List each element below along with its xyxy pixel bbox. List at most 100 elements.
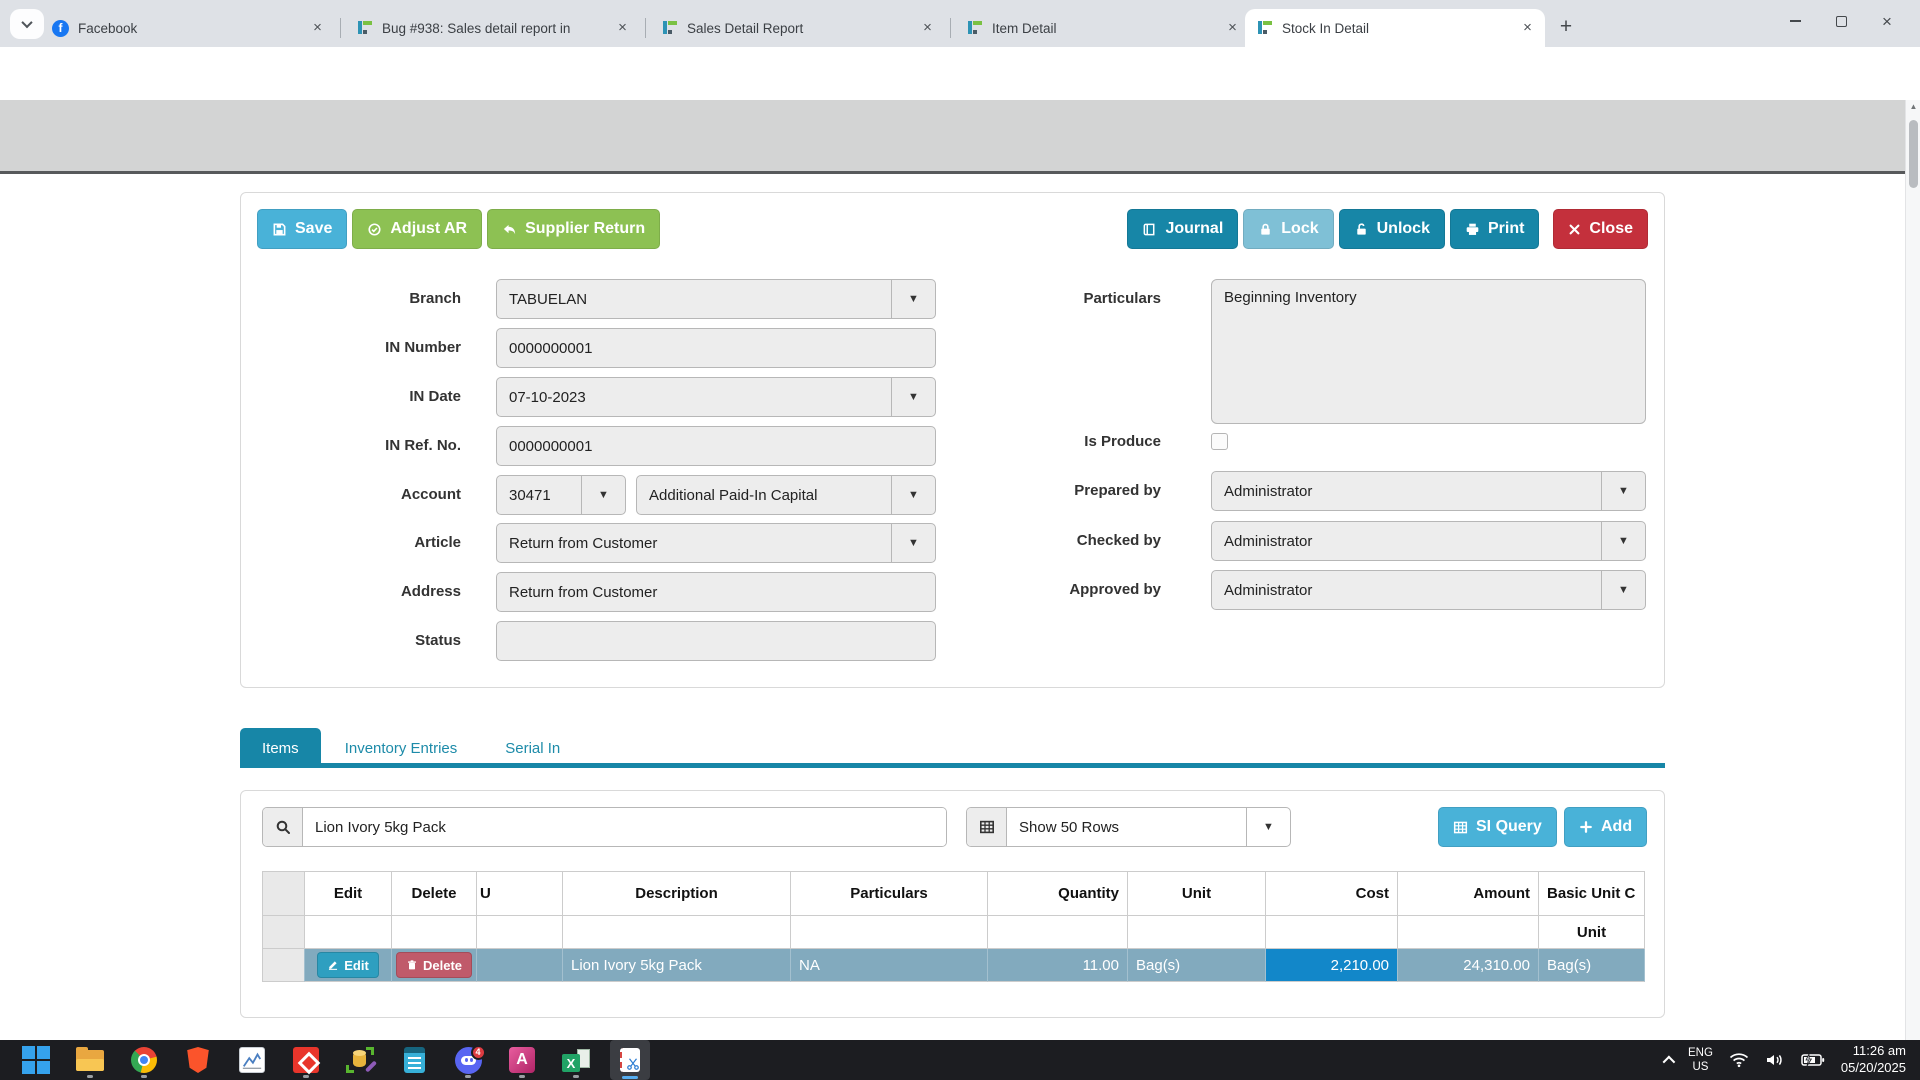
unlock-button[interactable]: Unlock [1338,209,1445,249]
window-minimize-button[interactable] [1772,3,1818,39]
row-edit-button[interactable]: Edit [317,952,379,978]
tab-separator [340,18,341,38]
lock-icon [1258,222,1273,237]
add-button[interactable]: Add [1564,807,1648,847]
language-switcher[interactable]: ENG US [1688,1046,1713,1073]
in-number-field[interactable] [496,328,936,368]
branch-label: Branch [409,290,461,307]
window-close-button[interactable]: × [1864,3,1910,39]
brave-icon [187,1047,209,1073]
particulars-textarea[interactable]: Beginning Inventory [1211,279,1646,424]
account-name-select[interactable]: Additional Paid-In Capital ▼ [636,475,936,515]
cell-basic-unit[interactable]: Bag(s) [1539,949,1645,982]
in-date-select[interactable]: 07-10-2023 ▼ [496,377,936,417]
date: 05/20/2025 [1840,1060,1906,1075]
checked-by-select[interactable]: Administrator ▼ [1211,521,1646,561]
page-scrollbar-thumb[interactable] [1909,120,1918,188]
page-scrollbar[interactable]: ▲ [1905,100,1920,1040]
save-button[interactable]: Save [257,209,348,249]
sql-tools-button[interactable] [340,1040,380,1080]
tab-title: Item Detail [992,20,1057,36]
header-blank [262,871,305,916]
cell-unit[interactable]: Bag(s) [1128,949,1266,982]
status-field[interactable] [496,621,936,661]
speaker-icon[interactable] [1765,1052,1785,1068]
cell-amount[interactable]: 24,310.00 [1398,949,1539,982]
access-icon: A [509,1047,535,1073]
browser-toolbar: ← → ↻ mylora.liteclerk.com/Software/Stoc… [0,47,1920,139]
excel-button[interactable]: X [556,1040,596,1080]
browser-tab-sales-detail-report[interactable]: Sales Detail Report × [650,9,945,47]
print-button[interactable]: Print [1449,209,1540,249]
caret-down-icon: ▼ [1601,522,1645,560]
tab-inventory-entries[interactable]: Inventory Entries [344,739,458,757]
wifi-icon[interactable] [1729,1052,1749,1068]
file-explorer-button[interactable] [70,1040,110,1080]
table-row[interactable]: Edit Delete Lion Ivory 5kg Pack NA 11.00… [262,949,1645,982]
browser-tab-bug-938[interactable]: Bug #938: Sales detail report in × [345,9,640,47]
cell-quantity[interactable]: 11.00 [988,949,1128,982]
pencil-icon [327,959,339,971]
in-ref-label: IN Ref. No. [385,437,461,454]
browser-tab-stock-in-detail[interactable]: Stock In Detail × [1245,9,1545,47]
tab-close-icon[interactable]: × [313,18,322,36]
window-maximize-button[interactable] [1818,3,1864,39]
is-produce-checkbox[interactable] [1211,433,1228,450]
notepad-icon [403,1047,425,1073]
cell-cost-selected[interactable]: 2,210.00 [1266,949,1398,982]
tab-title: Stock In Detail [1282,20,1370,36]
tab-items[interactable]: Items [240,728,321,768]
chrome-button[interactable] [124,1040,164,1080]
discord-button[interactable]: 4 [448,1040,488,1080]
cell-particulars[interactable]: NA [791,949,988,982]
in-ref-field[interactable] [496,426,936,466]
caret-down-icon: ▼ [1601,472,1645,510]
red-diamond-app-button[interactable] [286,1040,326,1080]
lock-button[interactable]: Lock [1243,209,1334,249]
approved-by-label: Approved by [1069,581,1161,598]
check-circle-icon [367,222,382,237]
browser-tab-item-detail[interactable]: Item Detail × [955,9,1250,47]
browser-tab-facebook[interactable]: f Facebook × [40,9,335,47]
item-search-input[interactable] [303,808,946,846]
supplier-return-button[interactable]: Supplier Return [487,209,661,249]
snipping-tool-button[interactable] [610,1040,650,1080]
close-button[interactable]: Close [1553,209,1648,249]
approved-by-select[interactable]: Administrator ▼ [1211,570,1646,610]
windows-icon [22,1046,50,1074]
tray-chevron-up-icon[interactable] [1662,1055,1676,1068]
brave-button[interactable] [178,1040,218,1080]
start-button[interactable] [16,1040,56,1080]
branch-select[interactable]: TABUELAN ▼ [496,279,936,319]
cell-description[interactable]: Lion Ivory 5kg Pack [563,949,791,982]
row-delete-button[interactable]: Delete [395,952,473,978]
new-tab-button[interactable]: + [1559,15,1573,38]
tab-serial-in[interactable]: Serial In [505,739,561,757]
journal-button[interactable]: Journal [1127,209,1239,249]
tab-close-icon[interactable]: × [923,18,932,36]
battery-icon[interactable] [1801,1053,1825,1067]
header-unit: Unit [1128,871,1266,916]
si-query-button[interactable]: SI Query [1438,807,1557,847]
clock[interactable]: 11:26 am 05/20/2025 [1841,1043,1906,1077]
tab-close-icon[interactable]: × [618,18,627,36]
item-search-group [262,807,947,847]
article-select[interactable]: Return from Customer ▼ [496,523,936,563]
tab-close-icon[interactable]: × [1228,18,1237,36]
notepad-button[interactable] [394,1040,434,1080]
adjust-ar-button[interactable]: Adjust AR [352,209,483,249]
caret-down-icon: ▼ [1601,571,1645,609]
account-code-select[interactable]: 30471 ▼ [496,475,626,515]
address-field[interactable] [496,572,936,612]
access-button[interactable]: A [502,1040,542,1080]
tab-close-icon[interactable]: × [1523,18,1532,36]
tab-search-button[interactable] [10,9,44,39]
in-number-label: IN Number [385,339,461,356]
liteclerk-favicon-icon [357,20,373,36]
save-icon [272,222,287,237]
items-panel: Show 50 Rows ▼ SI Query Add Edit Delete … [240,790,1665,1080]
chart-app-button[interactable] [232,1040,272,1080]
rows-select[interactable]: Show 50 Rows [1019,818,1120,836]
scroll-up-icon[interactable]: ▲ [1909,102,1918,111]
prepared-by-select[interactable]: Administrator ▼ [1211,471,1646,511]
